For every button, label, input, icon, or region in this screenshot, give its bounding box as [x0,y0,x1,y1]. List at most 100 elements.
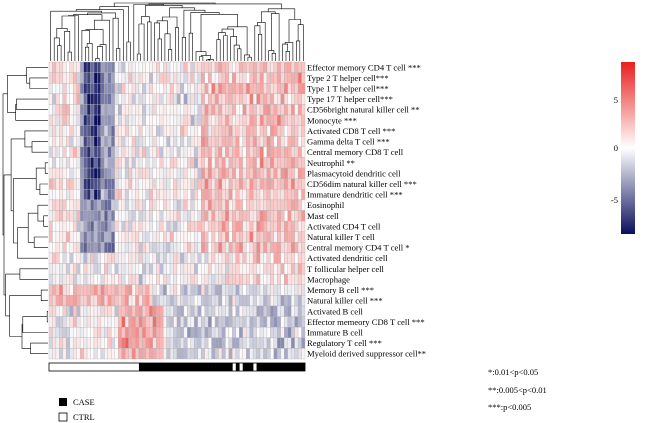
heatmap-cell [211,114,216,126]
heatmap-cell [169,337,174,349]
heatmap-cell [176,93,181,105]
row-label: Macrophage [307,274,350,284]
heatmap-cell [100,167,105,179]
heatmap-cell [297,93,302,105]
row-label: Memory B cell *** [307,285,374,295]
heatmap-cell [114,104,119,116]
heatmap-cell [52,327,57,338]
column-dendrogram-link [148,3,282,9]
heatmap-cell [287,305,292,317]
heatmap-cell [104,83,108,94]
heatmap-cell [114,316,119,328]
heatmap-cell [62,231,67,243]
heatmap-cell [156,72,160,84]
heatmap-cell [180,220,185,232]
annotation-case-mark [273,363,278,371]
heatmap-cell [246,220,250,232]
heatmap-cell [55,273,60,285]
heatmap-cell [249,231,254,243]
heatmap-cell [93,220,98,232]
heatmap-cell [183,273,188,285]
heatmap-cell [284,125,288,137]
annotation-case-mark [190,363,195,371]
heatmap-cell [97,242,102,254]
significance-notes: *:0.01<p<0.05 **:0.005<p<0.01 ***:p<0.00… [488,367,547,412]
heatmap-cell [228,125,233,137]
heatmap-cell [107,167,112,179]
heatmap-cell [190,157,195,169]
heatmap-cell [263,189,268,201]
heatmap-cell [284,93,288,105]
column-dendrogram-link [168,49,173,61]
heatmap-cell [256,136,261,148]
heatmap-cell [152,189,157,201]
heatmap-cell [301,178,306,190]
heatmap-cell [55,284,60,296]
heatmap-cell [166,242,171,254]
heatmap-cell [239,252,243,264]
column-dendrogram-link [268,50,275,61]
heatmap-cell [59,220,64,232]
heatmap-cell [246,305,250,317]
heatmap-cell [114,273,119,285]
heatmap-cell [277,337,281,349]
heatmap-cell [73,146,77,158]
heatmap-cell [252,348,257,360]
heatmap-cell [107,263,112,275]
color-scale-tick-zero: 0 [614,143,618,153]
heatmap-cell [197,252,202,264]
heatmap-cell [221,231,226,243]
heatmap-cell [218,242,223,254]
heatmap-cell [225,210,230,222]
heatmap-cell [73,220,77,232]
heatmap-cell [232,337,236,349]
row-labels: Effector memory CD4 T cell ***Type 2 T h… [307,62,426,358]
heatmap-cell [201,305,205,317]
heatmap-cell [52,220,57,232]
heatmap-cell [176,210,181,222]
heatmap-cell [263,167,268,179]
heatmap-cell [124,210,129,222]
heatmap-cell [187,114,192,126]
heatmap-cell [86,316,91,328]
heatmap-cell [204,83,209,94]
heatmap-cell [93,273,98,285]
heatmap-cell [76,72,81,84]
heatmap-cell [169,231,174,243]
heatmap-cell [187,220,192,232]
heatmap-cell [142,220,147,232]
heatmap-cell [145,125,150,137]
heatmap-cell [62,125,67,137]
heatmap-cell [249,305,254,317]
heatmap-cell [62,157,67,169]
heatmap-cell [83,93,88,105]
heatmap-cell [197,146,202,158]
heatmap-cell [221,327,226,338]
heatmap-cell [118,178,122,190]
heatmap-cell [76,295,81,307]
heatmap-cell [232,284,236,296]
row-label: Immature dendritic cell *** [307,190,403,200]
heatmap-cell [114,157,119,169]
heatmap-cell [297,284,302,296]
annotation-case-mark [221,363,226,371]
heatmap-cell [176,263,181,275]
heatmap-cell [166,93,171,105]
heatmap-cell [221,252,226,264]
heatmap-cell [263,125,268,137]
heatmap-cell [76,93,81,105]
column-dendrogram-link [175,27,179,61]
heatmap-cell [114,146,119,158]
heatmap-cell [107,273,112,285]
heatmap-cell [131,104,136,116]
heatmap-cell [142,348,147,360]
heatmap-cell [183,327,188,338]
heatmap-cell [246,104,250,116]
heatmap-cell [83,220,88,232]
heatmap-cell [221,348,226,360]
heatmap-cell [263,348,268,360]
heatmap-cell [118,295,122,307]
heatmap-cell [131,146,136,158]
heatmap-cell [142,295,147,307]
heatmap-cell [201,284,205,296]
